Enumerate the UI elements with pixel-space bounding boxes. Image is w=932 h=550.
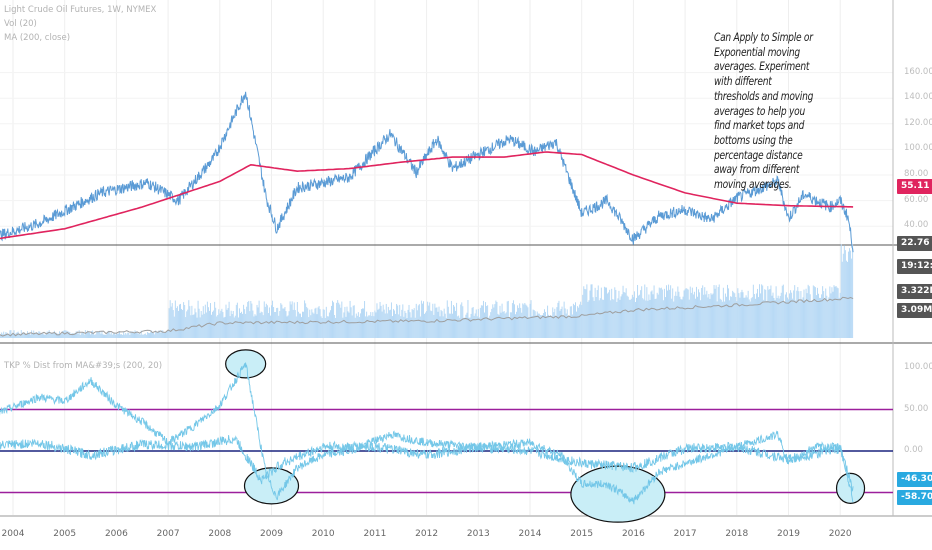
time-axis-label: 2011: [363, 529, 387, 539]
osc-axis-tick: 0.00: [904, 445, 923, 455]
highlight-ellipse-4: [835, 472, 866, 504]
time-axis-label: 2020: [828, 529, 852, 539]
price-axis-tick: 80.00: [904, 169, 929, 179]
price-axis-tick: 100.00: [904, 143, 932, 154]
ma-value-tag: 55.11: [897, 179, 932, 194]
osc-ma20-line: [0, 435, 854, 493]
price-axis-tick: 60.00: [904, 194, 929, 205]
countdown-tag: 19:12:22: [897, 259, 932, 274]
time-axis-label: 2008: [208, 529, 232, 539]
time-axis-label: 2018: [725, 529, 749, 539]
legend-ma: MA (200, close): [4, 33, 71, 43]
legend-volume: Vol (20): [4, 19, 37, 29]
ma-200-line: [0, 151, 854, 240]
osc-axis-tick: 100.00: [904, 362, 932, 372]
time-axis-label: 2017: [673, 529, 697, 539]
osc-tag-2: -58.70: [897, 490, 932, 505]
time-axis-label: 2007: [156, 529, 180, 539]
price-axis-tick: 160.00: [904, 66, 932, 77]
time-axis-label: 2005: [53, 529, 77, 539]
legend-symbol: Light Crude Oil Futures, 1W, NYMEX: [4, 5, 157, 15]
time-axis-label: 2015: [570, 529, 594, 539]
main-legend: Light Crude Oil Futures, 1W, NYMEX Vol (…: [4, 3, 156, 45]
price-axis-tick: 120.00: [904, 117, 932, 128]
time-axis-label: 2009: [260, 529, 283, 539]
volume-ma-line: [0, 296, 854, 337]
price-value-tag: 22.76: [897, 236, 932, 251]
time-axis-label: 2013: [466, 529, 490, 539]
price-series-line: [0, 91, 854, 253]
osc-tag-1: -46.30: [897, 472, 932, 487]
time-axis-label: 2012: [415, 529, 439, 539]
volume-ma-tag: 3.09M: [897, 303, 932, 318]
time-axis-label: 2014: [518, 529, 542, 539]
time-axis-label: 2016: [621, 529, 645, 539]
volume-tag: 3.322M: [897, 284, 932, 299]
osc-legend: TKP % Dist from MA&#39;s (200, 20): [4, 361, 163, 371]
annotation-note: Can Apply to Simple or Exponential movin…: [714, 30, 814, 192]
price-axis-tick: 140.00: [904, 92, 932, 103]
time-axis-label: 2004: [1, 529, 25, 539]
time-axis-label: 2010: [311, 529, 335, 539]
price-axis-tick: 40.00: [904, 220, 929, 231]
time-axis-label: 2019: [777, 529, 800, 539]
time-axis-label: 2006: [104, 529, 128, 539]
osc-axis-tick: 50.00: [904, 403, 929, 414]
osc-ma200-line: [0, 362, 854, 505]
